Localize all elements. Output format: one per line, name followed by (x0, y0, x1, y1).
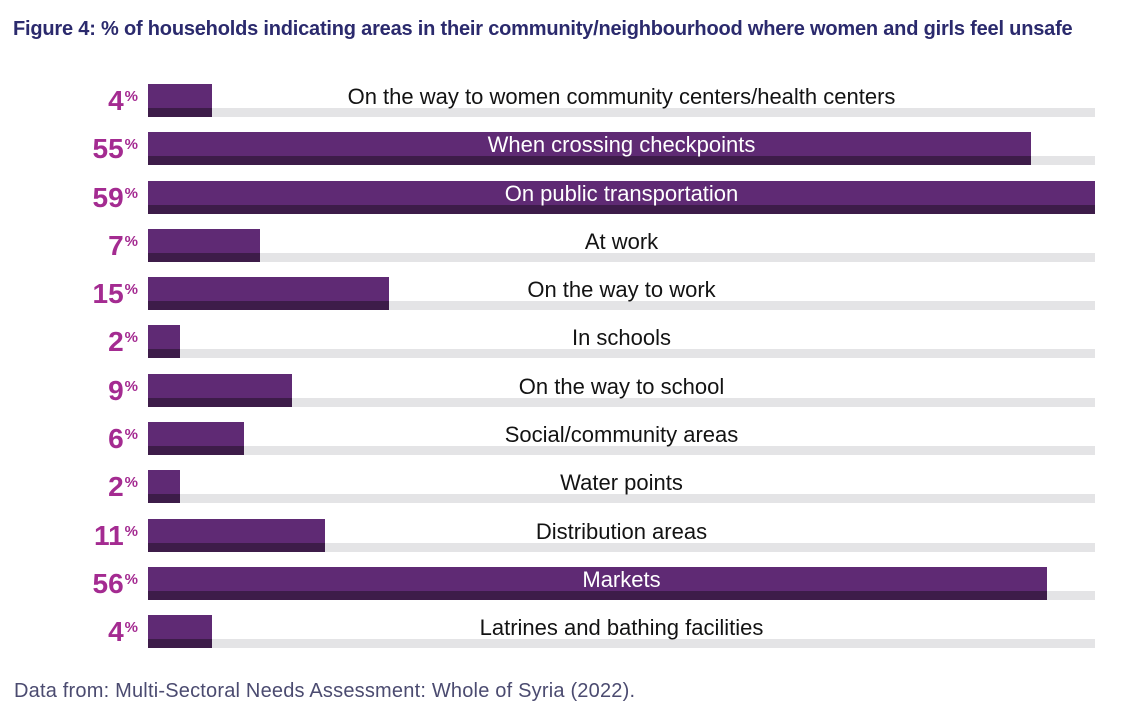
bar-value-number: 2 (108, 326, 124, 358)
bar-track-baseline (148, 252, 1095, 262)
bar-track: On public transportation (148, 180, 1095, 214)
bar-value-percent-sign: % (124, 281, 138, 299)
bar-category-label: On the way to school (518, 373, 725, 399)
bar-row: 4% On the way to women community centers/… (0, 84, 1129, 132)
bar-value-label: 4% (0, 615, 148, 663)
bar-value-percent-sign: % (124, 377, 138, 395)
bar-value-label: 4% (0, 84, 148, 132)
bar-value-number: 55 (92, 133, 124, 165)
bar-track: Water points (148, 470, 1095, 504)
bar (148, 470, 181, 504)
bar-value-number: 6 (108, 423, 124, 455)
figure-title: Figure 4: % of households indicating are… (13, 18, 1073, 40)
bar (148, 422, 245, 456)
bar-value-label: 6% (0, 422, 148, 470)
bar-value-number: 4 (108, 616, 124, 648)
bar-row: 56% Markets (0, 566, 1129, 615)
bar-track-baseline (148, 301, 1095, 311)
bar-category-label: Markets (582, 566, 661, 592)
bar-track-baseline (148, 446, 1095, 456)
bar-value-number: 7 (108, 229, 124, 261)
bar-value-label: 55% (0, 132, 148, 180)
bar-track: Distribution areas (148, 518, 1095, 552)
bar-value-label: 59% (0, 181, 148, 229)
bar (148, 373, 293, 407)
bar-track: On the way to work (148, 277, 1095, 311)
bar-row: 15% On the way to work (0, 277, 1129, 325)
bar-row: 7% At work (0, 228, 1129, 277)
bar-value-number: 56 (92, 567, 124, 599)
bar-track-baseline (148, 397, 1095, 407)
bar-chart: 4% On the way to women community centers/… (0, 84, 1129, 664)
bar-row: 59% On public transportation (0, 180, 1129, 229)
bar-value-number: 59 (92, 181, 124, 213)
bar-value-percent-sign: % (124, 474, 138, 492)
bar-track: On the way to school (148, 373, 1095, 407)
bar-track: On the way to women community centers/he… (148, 84, 1095, 117)
bar-value-number: 4 (108, 85, 124, 116)
bar (148, 132, 1031, 166)
bar-category-label: On the way to women community centers/he… (347, 84, 896, 109)
bar-category-label: When crossing checkpoints (487, 132, 756, 158)
bar-row: 9% On the way to school (0, 373, 1129, 422)
bar-track: Social/community areas (148, 422, 1095, 456)
bar-row: 2% Water points (0, 470, 1129, 518)
bar-value-label: 11% (0, 519, 148, 567)
bar (148, 325, 181, 359)
bar-value-label: 56% (0, 567, 148, 615)
bar (148, 518, 325, 552)
bar-row: 4% Latrines and bathing facilities (0, 615, 1129, 663)
bar (148, 615, 213, 649)
bar-value-percent-sign: % (124, 232, 138, 250)
bar-value-percent-sign: % (124, 184, 138, 202)
bar-track-baseline (148, 108, 1095, 117)
bar-value-label: 15% (0, 277, 148, 325)
bar-value-percent-sign: % (124, 522, 138, 540)
bar-value-percent-sign: % (124, 329, 138, 347)
bar-category-label: On public transportation (504, 180, 739, 206)
bar-track-baseline (148, 639, 1095, 649)
bar-value-number: 2 (108, 471, 124, 503)
bar-track-baseline (148, 542, 1095, 552)
bar-row: 55% When crossing checkpoints (0, 132, 1129, 180)
bar-row: 2% In schools (0, 325, 1129, 373)
bar-category-label: In schools (571, 325, 672, 351)
bar-value-percent-sign: % (124, 426, 138, 444)
bar-track: Markets (148, 566, 1095, 600)
bar-track: Latrines and bathing facilities (148, 615, 1095, 649)
bar-value-number: 15 (92, 278, 124, 310)
bar-category-label: Latrines and bathing facilities (479, 615, 764, 641)
bar-value-percent-sign: % (124, 136, 138, 154)
bar-track: In schools (148, 325, 1095, 359)
bar-row: 11% Distribution areas (0, 518, 1129, 567)
source-note: Data from: Multi-Sectoral Needs Assessme… (14, 679, 636, 702)
bar-value-label: 2% (0, 325, 148, 373)
bar-value-percent-sign: % (124, 619, 138, 637)
bar-category-label: Distribution areas (535, 518, 708, 544)
bar-value-number: 9 (108, 374, 124, 406)
bar-category-label: Social/community areas (504, 422, 739, 448)
bar-category-label: On the way to work (527, 277, 716, 303)
bar-value-number: 11 (94, 519, 124, 551)
bar-value-label: 9% (0, 374, 148, 422)
bar (148, 277, 389, 311)
bar-row: 6% Social/community areas (0, 422, 1129, 470)
bar-track-baseline (148, 494, 1095, 504)
bar (148, 84, 213, 117)
bar-track: At work (148, 228, 1095, 262)
bar-value-label: 2% (0, 470, 148, 518)
bar-value-percent-sign: % (124, 570, 138, 588)
bar-category-label: At work (584, 228, 659, 254)
bar (148, 228, 261, 262)
bar (148, 180, 1095, 214)
bar (148, 566, 1047, 600)
bar-value-label: 7% (0, 229, 148, 277)
bar-track: When crossing checkpoints (148, 132, 1095, 166)
bar-category-label: Water points (560, 470, 683, 496)
bar-track-baseline (148, 349, 1095, 359)
bar-value-percent-sign: % (124, 88, 138, 105)
